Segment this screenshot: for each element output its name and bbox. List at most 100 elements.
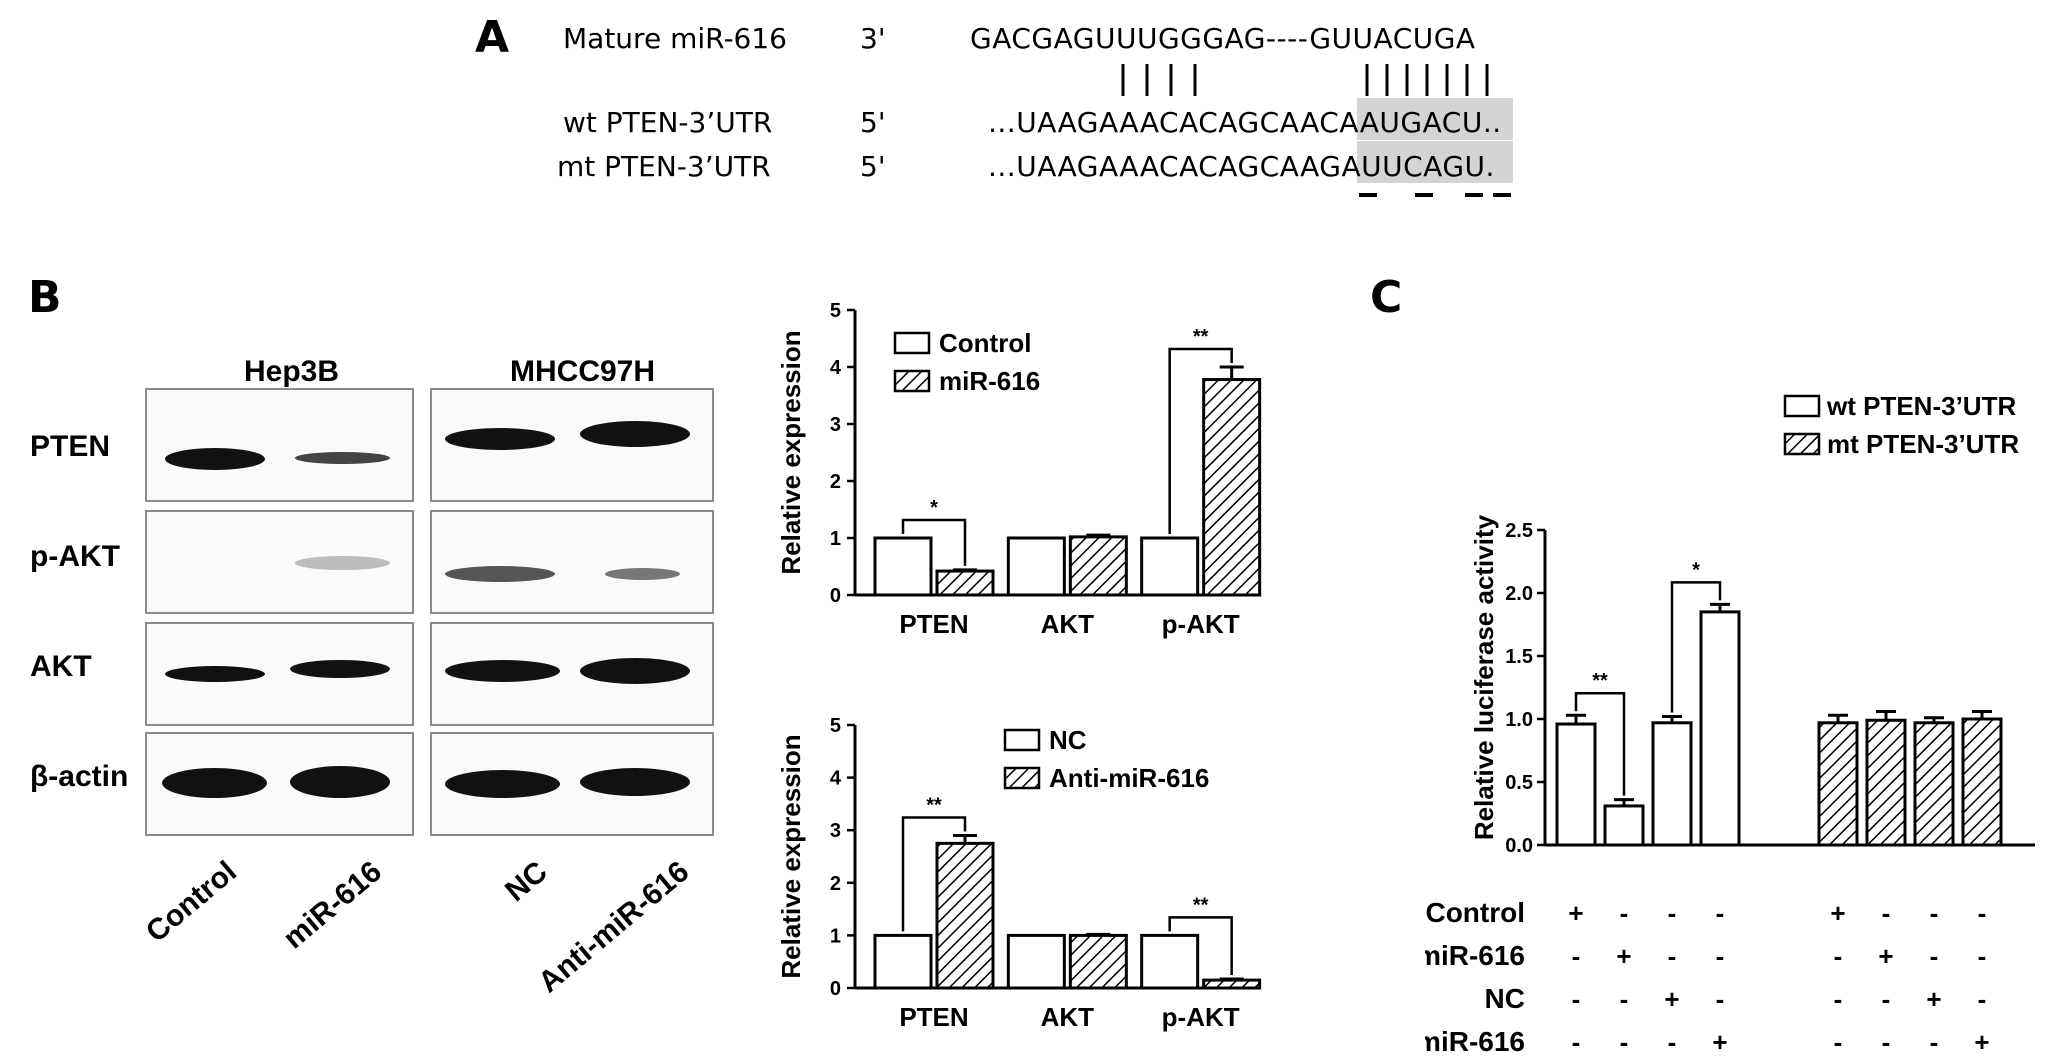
bar: [1961, 717, 2003, 847]
band: [605, 568, 680, 580]
x-tick-label: p-AKT: [1162, 1002, 1240, 1032]
y-tick-label: 3: [830, 820, 841, 842]
x-tick-label: AKT: [1041, 609, 1095, 639]
legend-label: Control: [939, 328, 1031, 358]
condition-mark: -: [1882, 898, 1891, 928]
mt-utr-label: mt PTEN-3’UTR: [557, 150, 771, 183]
mirna-label: Mature miR-616: [563, 22, 787, 55]
condition-mark: -: [1620, 1027, 1629, 1057]
condition-mark: -: [1668, 1027, 1677, 1057]
lane-label-control: Control: [140, 855, 244, 949]
bar: [1006, 933, 1066, 990]
legend-swatch: [1783, 432, 1821, 456]
condition-mark: -: [1834, 1027, 1843, 1057]
band: [295, 452, 390, 464]
condition-mark: +: [1568, 898, 1583, 928]
condition-mark: -: [1978, 898, 1987, 928]
bar: [1699, 610, 1741, 847]
y-tick-label: 4: [830, 768, 842, 790]
wt-seed-highlight: [1357, 98, 1513, 140]
condition-mark: -: [1572, 941, 1581, 971]
mutation-dashes: [1359, 193, 1511, 197]
y-axis-title: Relative luciferase activity: [1469, 514, 1499, 840]
bar: [1555, 722, 1597, 847]
protein-label-pakt: p-AKT: [30, 540, 120, 573]
y-tick-label: 2.0: [1505, 583, 1533, 605]
y-tick-label: 0: [830, 585, 841, 607]
bar: [1865, 718, 1907, 847]
band: [165, 448, 265, 470]
condition-label: NC: [1485, 983, 1525, 1014]
y-tick-label: 4: [830, 357, 842, 379]
panel-a-letter: A: [475, 12, 510, 63]
x-tick-label: PTEN: [899, 609, 968, 639]
legend-label: wt PTEN-3’UTR: [1826, 391, 2016, 421]
y-tick-label: 1: [830, 528, 841, 550]
legend-label: NC: [1049, 725, 1087, 755]
cell-line-mhcc97h: MHCC97H: [510, 355, 656, 388]
protein-label-pten: PTEN: [30, 430, 111, 463]
protein-label-bactin: β-actin: [30, 760, 129, 793]
band: [445, 566, 555, 582]
condition-mark: -: [1978, 941, 1987, 971]
band: [580, 421, 690, 447]
bar: [935, 569, 995, 597]
band: [580, 658, 690, 684]
band: [445, 770, 560, 798]
wt-utr-label: wt PTEN-3’UTR: [563, 106, 773, 139]
band: [445, 428, 555, 450]
lane-label-mir616: miR-616: [277, 855, 389, 956]
bar: [1068, 535, 1128, 597]
bar: [873, 933, 933, 990]
condition-label: Control: [1425, 897, 1525, 928]
y-tick-label: 2: [830, 873, 841, 895]
y-tick-label: 1.0: [1505, 709, 1533, 731]
significance-bracket: [1670, 581, 1722, 713]
condition-mark: -: [1716, 941, 1725, 971]
significance-mark: **: [1193, 894, 1209, 916]
significance-bracket: [901, 518, 967, 566]
bar: [1913, 721, 1955, 847]
condition-mark: -: [1716, 984, 1725, 1014]
bar: [1006, 536, 1066, 597]
bar: [1603, 804, 1645, 847]
legend-label: mt PTEN-3’UTR: [1827, 429, 2019, 459]
condition-mark: +: [1616, 941, 1631, 971]
base-pair-lines: [1121, 64, 1489, 96]
legend-swatch: [1003, 728, 1041, 752]
y-tick-label: 0: [830, 978, 841, 1000]
mirna-end: 3': [860, 22, 886, 55]
bar: [1651, 721, 1693, 847]
condition-mark: +: [1712, 1027, 1727, 1057]
significance-mark: **: [1592, 670, 1608, 692]
band: [290, 766, 390, 798]
condition-mark: +: [1878, 941, 1893, 971]
y-tick-label: 2.5: [1505, 520, 1533, 542]
blot-hep3b-pakt: [145, 510, 414, 614]
bar: [1140, 536, 1200, 597]
legend-swatch: [1003, 766, 1041, 790]
blot-hep3b-pten: [145, 388, 414, 502]
condition-mark: -: [1882, 1027, 1891, 1057]
mt-utr-sequence: ...UAAGAAACACAGCAAGAUUCAGU.: [988, 150, 1495, 183]
protein-label-akt: AKT: [30, 650, 92, 683]
y-axis-title: Relative expression: [776, 330, 806, 574]
condition-mark: -: [1572, 984, 1581, 1014]
condition-mark: -: [1834, 941, 1843, 971]
legend-swatch: [1783, 394, 1821, 418]
mt-utr-end: 5': [860, 150, 886, 183]
condition-mark: -: [1716, 898, 1725, 928]
condition-mark: -: [1882, 984, 1891, 1014]
band: [295, 556, 390, 570]
y-axis-title: Relative expression: [776, 734, 806, 978]
y-tick-label: 1.5: [1505, 646, 1533, 668]
y-tick-label: 0.0: [1505, 835, 1533, 857]
chart-b-bottom: 0 1 2 3 4 5 Relative expression PTEN AKT p-AKT ** *…: [776, 715, 1262, 1032]
x-tick-label: AKT: [1041, 1002, 1095, 1032]
panel-c-letter: C: [1370, 272, 1403, 323]
legend-label: miR-616: [939, 366, 1040, 396]
significance-mark: **: [926, 794, 942, 816]
y-tick-label: 5: [830, 300, 841, 322]
condition-mark: -: [1834, 984, 1843, 1014]
legend-swatch: [893, 331, 931, 355]
